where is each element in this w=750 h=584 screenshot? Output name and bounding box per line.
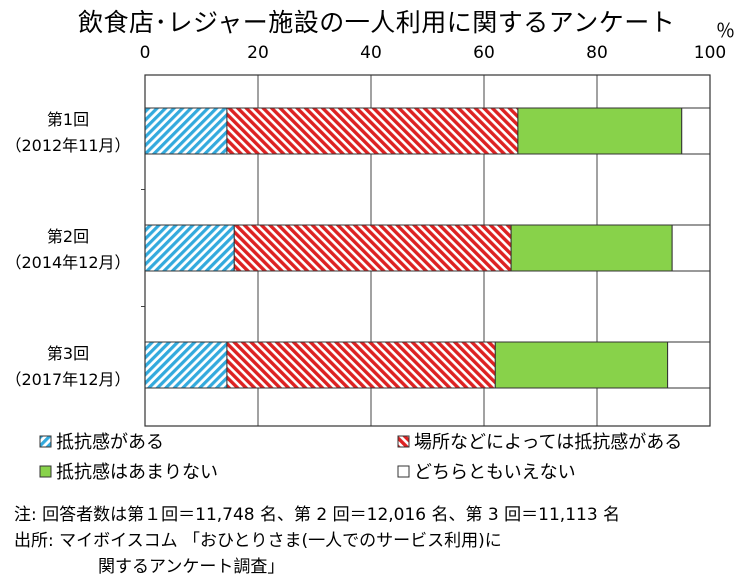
category-label-1-line2: （2012年11月） xyxy=(5,136,130,155)
x-tick-0: 0 xyxy=(140,43,151,63)
legend-label-2: 場所などによっては抵抗感がある xyxy=(414,432,682,453)
category-labels: 第1回 （2012年11月） 第2回 （2014年12月） 第3回 （2017年12月） xyxy=(5,110,130,389)
notes: 注: 回答者数は第１回＝11,748 名、第 2 回＝12,016 名、第 3 … xyxy=(14,502,620,580)
legend-swatch-3 xyxy=(39,465,52,478)
bar-2-series-3 xyxy=(510,224,673,272)
bar-3-series-2 xyxy=(226,341,496,389)
x-tick-60: 60 xyxy=(473,43,495,63)
stacked-bar-chart: 0 20 40 60 80 100 第1回（2012年11月）第2回（2014年12月）第… xyxy=(5,43,727,483)
note-source: 出所: マイボイスコム 「おひとりさま(一人でのサービス利用)に xyxy=(14,531,502,551)
category-label-3-line2: （2017年12月） xyxy=(5,370,130,389)
bar-1-series-2 xyxy=(226,107,519,155)
bar-2-series-4 xyxy=(671,224,711,272)
bar-3-series-4 xyxy=(667,341,711,389)
bars xyxy=(144,107,711,389)
chart-title: 飲食店･レジャー施設の一人利用に関するアンケート xyxy=(78,8,676,37)
bar-3-series-3 xyxy=(494,341,669,389)
legend-swatch-1 xyxy=(39,435,52,448)
legend-swatch-2 xyxy=(397,435,410,448)
unit-label: ％ xyxy=(716,20,736,42)
bar-1-series-3 xyxy=(517,107,683,155)
x-tick-80: 80 xyxy=(586,43,608,63)
bar-3-series-1 xyxy=(144,341,228,389)
plot-frame xyxy=(144,74,711,427)
x-tick-40: 40 xyxy=(360,43,382,63)
legend-label-1: 抵抗感がある xyxy=(56,432,164,453)
category-label-1-line1: 第1回 xyxy=(47,110,89,129)
bar-2-series-1 xyxy=(144,224,235,272)
bar-2-series-2 xyxy=(233,224,512,272)
x-tick-100: 100 xyxy=(694,43,726,63)
category-label-3-line1: 第3回 xyxy=(47,344,89,363)
category-label-2-line1: 第2回 xyxy=(47,227,89,246)
bar-1-series-4 xyxy=(681,107,711,155)
note-source-cont: 関するアンケート調査」 xyxy=(98,557,285,577)
x-tick-20: 20 xyxy=(247,43,269,63)
bar-1-series-1 xyxy=(144,107,228,155)
category-label-2-line2: （2014年12月） xyxy=(5,253,130,272)
legend-label-4: どちらともいえない xyxy=(414,462,576,483)
legend-swatch-4 xyxy=(397,465,410,478)
note-respondents: 注: 回答者数は第１回＝11,748 名、第 2 回＝12,016 名、第 3 … xyxy=(14,505,621,525)
x-tick-labels: 0 20 40 60 80 100 xyxy=(140,43,727,63)
legend-label-3: 抵抗感はあまりない xyxy=(56,462,218,483)
